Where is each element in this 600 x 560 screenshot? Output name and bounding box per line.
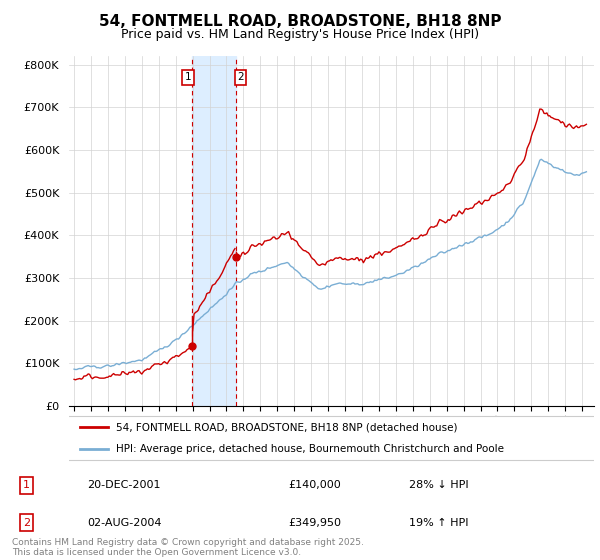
Bar: [192, 56, 236, 406]
Text: Contains HM Land Registry data © Crown copyright and database right 2025.
This d: Contains HM Land Registry data © Crown c…: [12, 538, 364, 557]
Text: 54, FONTMELL ROAD, BROADSTONE, BH18 8NP: 54, FONTMELL ROAD, BROADSTONE, BH18 8NP: [99, 14, 501, 29]
Text: 2: 2: [237, 72, 244, 82]
Text: £349,950: £349,950: [289, 518, 341, 528]
Text: 1: 1: [184, 72, 191, 82]
Text: Price paid vs. HM Land Registry's House Price Index (HPI): Price paid vs. HM Land Registry's House …: [121, 28, 479, 41]
Text: 19% ↑ HPI: 19% ↑ HPI: [409, 518, 469, 528]
Text: 54, FONTMELL ROAD, BROADSTONE, BH18 8NP (detached house): 54, FONTMELL ROAD, BROADSTONE, BH18 8NP …: [116, 422, 458, 432]
Text: 20-DEC-2001: 20-DEC-2001: [87, 480, 160, 490]
Text: £140,000: £140,000: [289, 480, 341, 490]
Text: HPI: Average price, detached house, Bournemouth Christchurch and Poole: HPI: Average price, detached house, Bour…: [116, 444, 504, 454]
FancyBboxPatch shape: [67, 416, 596, 460]
Text: 2: 2: [23, 518, 30, 528]
Text: 1: 1: [23, 480, 30, 490]
Text: 02-AUG-2004: 02-AUG-2004: [87, 518, 161, 528]
Text: 28% ↓ HPI: 28% ↓ HPI: [409, 480, 469, 490]
